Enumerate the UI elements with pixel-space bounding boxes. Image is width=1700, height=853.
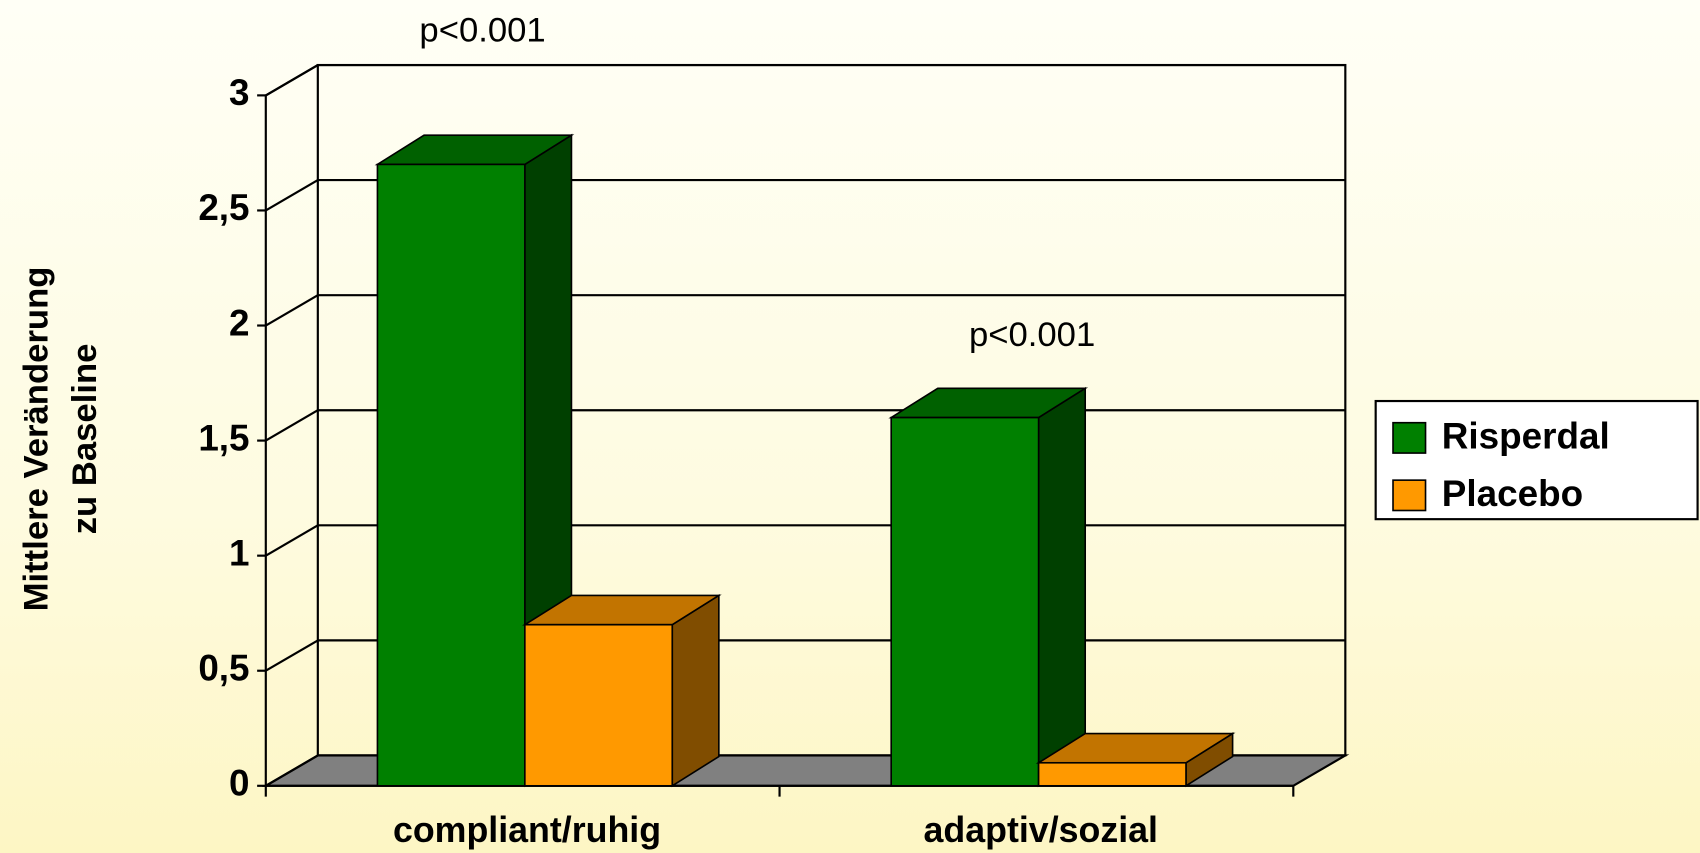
bar	[1035, 732, 1236, 788]
y-tick-label: 1,5	[198, 417, 249, 458]
y-axis-label: Mittlere Veränderung	[17, 267, 55, 612]
grid-line	[265, 64, 319, 97]
grid-line	[265, 409, 319, 442]
annotation: p<0.001	[419, 12, 545, 50]
bar	[888, 386, 1089, 788]
bar-front	[524, 623, 674, 787]
bar-front	[890, 416, 1040, 787]
bar-side	[671, 593, 720, 788]
legend-swatch	[1392, 479, 1427, 512]
y-tick-label: 0,5	[198, 647, 249, 688]
x-tick-label: adaptiv/sozial	[924, 810, 1158, 850]
grid-line	[265, 294, 319, 327]
y-tick-label: 2	[229, 302, 250, 343]
y-tick-label: 3	[229, 72, 250, 113]
legend-box	[1374, 399, 1699, 521]
bar-front	[376, 163, 526, 787]
y-axis-label: zu Baseline	[66, 344, 104, 535]
legend-swatch	[1392, 421, 1427, 454]
legend-label: Risperdal	[1442, 416, 1610, 457]
grid-line	[265, 754, 319, 787]
bar	[522, 593, 722, 788]
bar-side	[1037, 386, 1087, 788]
grid-line	[265, 639, 319, 672]
x-tick-label: compliant/ruhig	[393, 810, 661, 850]
y-tick-label: 1	[229, 532, 250, 573]
y-tick-label: 2,5	[198, 187, 249, 228]
legend-label: Placebo	[1442, 473, 1583, 514]
y-tick-label: 0	[229, 763, 250, 804]
grid-line	[265, 179, 319, 212]
annotation: p<0.001	[969, 316, 1095, 354]
grid-line	[265, 524, 319, 557]
bar-front	[1037, 761, 1187, 787]
